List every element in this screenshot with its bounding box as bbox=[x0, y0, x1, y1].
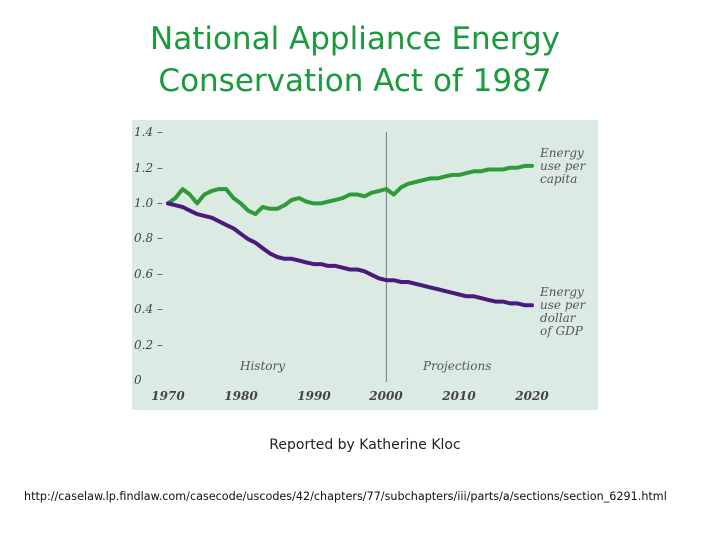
energy-chart: 0 0.2 – 0.4 – 0.6 – 0.8 – 1.0 – 1.2 – 1.… bbox=[132, 120, 598, 410]
projections-label: Projections bbox=[422, 359, 491, 373]
x-tick-label: 1990 bbox=[297, 389, 331, 403]
page-title: National Appliance Energy Conservation A… bbox=[0, 18, 710, 102]
y-axis-ticks: 0 0.2 – 0.4 – 0.6 – 0.8 – 1.0 – 1.2 – 1.… bbox=[134, 125, 163, 387]
y-tick-label: 1.0 – bbox=[134, 196, 163, 210]
series-label-line: capita bbox=[540, 172, 577, 186]
y-tick-label: 0.2 – bbox=[134, 338, 163, 352]
y-tick-label: 1.4 – bbox=[134, 125, 163, 139]
source-url[interactable]: http://caselaw.lp.findlaw.com/casecode/u… bbox=[24, 490, 667, 503]
x-tick-label: 2020 bbox=[514, 389, 549, 403]
chart-background bbox=[132, 120, 598, 410]
x-tick-label: 1970 bbox=[151, 389, 185, 403]
page-title-line-2: Conservation Act of 1987 bbox=[158, 63, 552, 99]
y-tick-label: 0.8 – bbox=[134, 231, 163, 245]
series-label-energy-per-capita: Energy use per capita bbox=[539, 146, 587, 186]
x-tick-label: 2010 bbox=[441, 389, 476, 403]
y-tick-label: 0.4 – bbox=[134, 302, 163, 316]
y-tick-label: 0 bbox=[134, 373, 142, 387]
series-label-line: use per bbox=[540, 159, 587, 173]
series-label-line: Energy bbox=[539, 285, 584, 299]
series-label-line: Energy bbox=[539, 146, 584, 160]
page-title-line-1: National Appliance Energy bbox=[150, 21, 560, 57]
y-tick-label: 0.6 – bbox=[134, 267, 163, 281]
x-tick-label: 2000 bbox=[368, 389, 403, 403]
series-label-line: dollar bbox=[540, 311, 577, 325]
x-tick-label: 1980 bbox=[224, 389, 258, 403]
series-label-line: use per bbox=[540, 298, 587, 312]
x-axis-ticks: 1970 1980 1990 2000 2010 2020 bbox=[151, 389, 549, 403]
history-label: History bbox=[239, 359, 285, 373]
series-line-energy-per-capita bbox=[166, 163, 534, 217]
series-line-energy-per-gdp bbox=[166, 201, 534, 308]
y-tick-label: 1.2 – bbox=[134, 161, 163, 175]
series-label-energy-per-gdp: Energy use per dollar of GDP bbox=[539, 285, 587, 338]
series-label-line: of GDP bbox=[540, 324, 584, 338]
credit-text: Reported by Katherine Kloc bbox=[269, 437, 461, 453]
